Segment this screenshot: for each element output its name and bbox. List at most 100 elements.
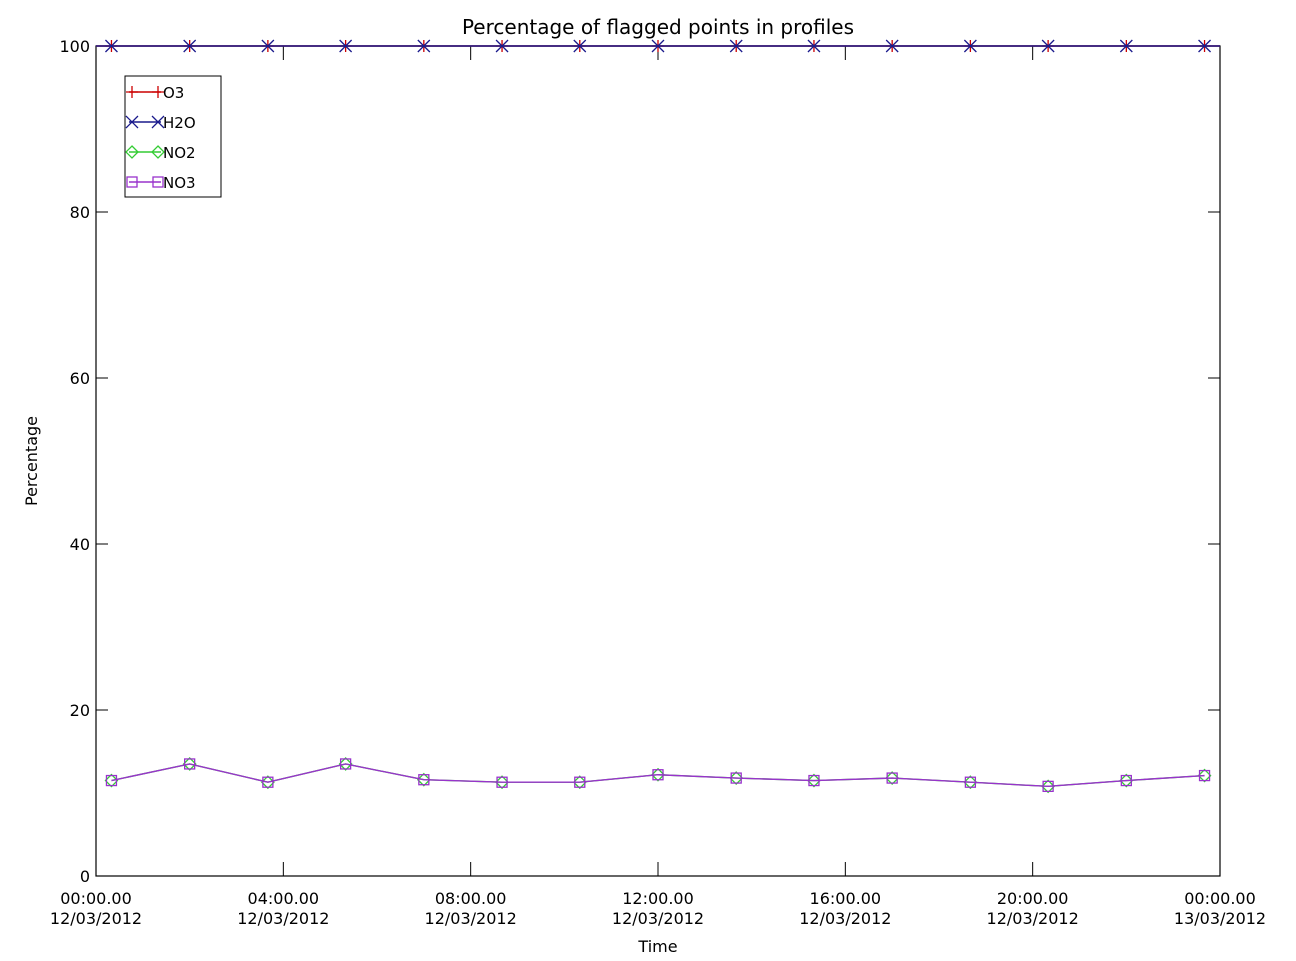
square-marker-icon	[808, 774, 820, 787]
data-point	[260, 775, 275, 790]
y-tick-label: 100	[59, 37, 90, 56]
plus-marker-icon	[152, 86, 164, 98]
y-tick-label: 60	[70, 369, 90, 388]
x-tick-label-date: 12/03/2012	[237, 909, 329, 928]
data-point	[339, 758, 352, 770]
x-tick-label-time: 04:00.00	[248, 889, 320, 908]
data-point	[1120, 774, 1132, 787]
diamond-marker-icon	[260, 775, 275, 790]
diamond-marker-icon	[963, 775, 978, 790]
y-axis-title: Percentage	[22, 416, 41, 506]
y-tick-label: 0	[80, 867, 90, 886]
legend-marker	[126, 176, 138, 188]
data-point	[1197, 768, 1212, 783]
diamond-marker-icon	[651, 767, 665, 782]
data-point	[651, 767, 665, 782]
diamond-marker-icon	[495, 775, 509, 790]
diamond-marker-icon	[572, 775, 587, 790]
square-marker-icon	[652, 769, 664, 781]
data-point	[416, 772, 431, 787]
diamond-marker-icon	[151, 145, 165, 159]
square-marker-icon	[1120, 774, 1132, 787]
legend-item-h2o: H2O	[125, 114, 196, 132]
legend-marker	[152, 176, 164, 188]
series-line	[111, 763, 1205, 788]
data-point	[418, 774, 430, 786]
x-marker-icon	[495, 39, 509, 53]
data-point	[417, 39, 431, 53]
x-tick-label-time: 12:00.00	[622, 889, 694, 908]
chart-title: Percentage of flagged points in profiles	[462, 15, 854, 39]
legend-marker	[125, 145, 139, 159]
x-marker-icon	[807, 39, 821, 53]
x-tick-label-time: 20:00.00	[997, 889, 1069, 908]
data-point	[495, 775, 509, 790]
data-point	[652, 769, 664, 781]
legend-marker	[151, 145, 165, 159]
data-point	[572, 775, 587, 790]
data-point	[1119, 773, 1134, 788]
x-tick-label-date: 12/03/2012	[987, 909, 1079, 928]
data-point	[105, 774, 118, 787]
diamond-marker-icon	[729, 771, 744, 785]
data-point	[182, 757, 197, 771]
data-point	[495, 39, 509, 53]
x-marker-icon	[417, 39, 431, 53]
data-point	[262, 776, 274, 788]
data-point	[184, 758, 196, 770]
diamond-marker-icon	[338, 757, 353, 771]
square-marker-icon	[339, 758, 352, 770]
x-marker-icon	[261, 39, 275, 53]
legend-marker	[126, 86, 138, 98]
data-point	[1041, 39, 1055, 53]
square-marker-icon	[262, 776, 274, 788]
x-marker-icon	[651, 39, 665, 53]
x-tick-label-time: 00:00.00	[60, 889, 132, 908]
legend-item-no3: NO3	[126, 174, 196, 192]
data-point	[1119, 39, 1133, 53]
diamond-marker-icon	[416, 772, 431, 787]
legend-label: H2O	[163, 114, 196, 132]
x-axis: 00:00.0012/03/201204:00.0012/03/201208:0…	[50, 46, 1266, 928]
square-marker-icon	[184, 758, 196, 770]
data-point	[963, 775, 978, 790]
square-marker-icon	[574, 776, 586, 788]
x-marker-icon	[104, 39, 118, 53]
data-point	[886, 772, 898, 784]
legend-label: O3	[163, 84, 184, 102]
data-point	[730, 772, 742, 784]
series-h2o	[96, 39, 1220, 53]
square-marker-icon	[418, 774, 430, 786]
data-point	[729, 39, 743, 53]
data-point	[651, 39, 665, 53]
x-tick-label-date: 12/03/2012	[425, 909, 517, 928]
plus-marker-icon	[126, 86, 138, 98]
y-tick-label: 80	[70, 203, 90, 222]
x-marker-icon	[573, 39, 587, 53]
diamond-marker-icon	[885, 771, 900, 785]
x-marker-icon	[729, 39, 743, 53]
legend-item-o3: O3	[126, 84, 184, 102]
data-point	[885, 39, 899, 53]
square-marker-icon	[1198, 769, 1211, 782]
data-point	[807, 773, 821, 788]
square-marker-icon	[1042, 780, 1054, 793]
data-point	[496, 776, 508, 788]
data-point	[574, 776, 586, 788]
diamond-marker-icon	[182, 757, 197, 771]
data-point	[573, 39, 587, 53]
legend-marker	[125, 115, 139, 129]
data-point	[183, 39, 197, 53]
x-marker-icon	[151, 115, 165, 129]
x-marker-icon	[1041, 39, 1055, 53]
data-point	[104, 39, 118, 53]
legend-box	[124, 75, 222, 198]
x-marker-icon	[339, 39, 353, 53]
data-point	[963, 39, 977, 53]
x-tick-label-date: 13/03/2012	[1174, 909, 1266, 928]
square-marker-icon	[496, 776, 508, 788]
legend-item-no2: NO2	[125, 144, 196, 162]
diamond-marker-icon	[125, 145, 139, 159]
x-marker-icon	[125, 115, 139, 129]
x-tick-label-time: 00:00.00	[1184, 889, 1256, 908]
